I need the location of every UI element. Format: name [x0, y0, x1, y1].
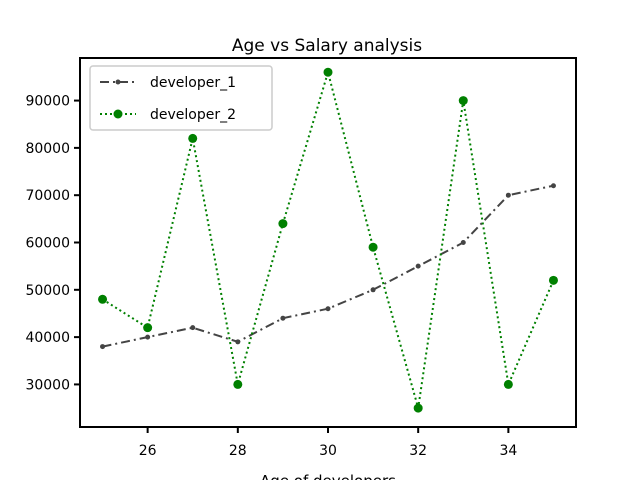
- data-point-developer_1: [370, 287, 376, 293]
- legend-marker-developer_1: [115, 79, 121, 85]
- data-point-developer_2: [323, 67, 333, 77]
- data-point-developer_1: [235, 339, 241, 345]
- data-point-developer_1: [145, 334, 151, 340]
- x-tick-label: 30: [319, 443, 337, 459]
- data-point-developer_2: [413, 403, 423, 413]
- x-axis: 26 28 30 32 34: [139, 427, 517, 459]
- data-point-developer_1: [325, 306, 331, 312]
- data-point-developer_1: [190, 325, 196, 331]
- data-point-developer_2: [98, 294, 108, 304]
- legend-marker-developer_2: [113, 109, 123, 119]
- data-point-developer_2: [233, 379, 243, 389]
- data-point-developer_1: [280, 315, 286, 321]
- y-tick-label: 60000: [25, 236, 70, 252]
- legend-label-developer_2: developer_2: [150, 107, 236, 123]
- chart-title: Age vs Salary analysis: [232, 36, 422, 56]
- y-tick-label: 50000: [25, 283, 70, 299]
- data-point-developer_2: [188, 133, 198, 143]
- y-tick-label: 30000: [25, 377, 70, 393]
- data-point-developer_1: [505, 192, 511, 198]
- data-point-developer_2: [548, 275, 558, 285]
- x-axis-label: Age of developers: [260, 472, 396, 480]
- data-point-developer_1: [415, 263, 421, 269]
- x-tick-label: 34: [499, 443, 517, 459]
- data-point-developer_1: [460, 240, 466, 245]
- data-point-developer_2: [503, 379, 513, 389]
- x-tick-label: 26: [139, 443, 157, 459]
- x-tick-label: 28: [229, 443, 247, 459]
- y-tick-label: 90000: [25, 94, 70, 110]
- legend: developer_1 developer_2: [89, 65, 273, 131]
- y-tick-label: 70000: [25, 188, 70, 204]
- y-axis: 30000 40000 50000 60000 70000 80000 90000: [25, 94, 80, 393]
- series-line-developer_1: [102, 184, 554, 348]
- series-markers: [98, 67, 558, 413]
- data-point-developer_1: [100, 344, 106, 350]
- data-point-developer_2: [143, 323, 153, 333]
- legend-label-developer_1: developer_1: [150, 75, 236, 91]
- y-tick-label: 40000: [25, 330, 70, 346]
- data-point-developer_2: [458, 96, 468, 106]
- data-point-developer_2: [278, 219, 288, 229]
- data-point-developer_2: [368, 242, 378, 252]
- data-point-developer_1: [550, 183, 556, 189]
- y-tick-label: 80000: [25, 141, 70, 157]
- x-tick-label: 32: [409, 443, 427, 459]
